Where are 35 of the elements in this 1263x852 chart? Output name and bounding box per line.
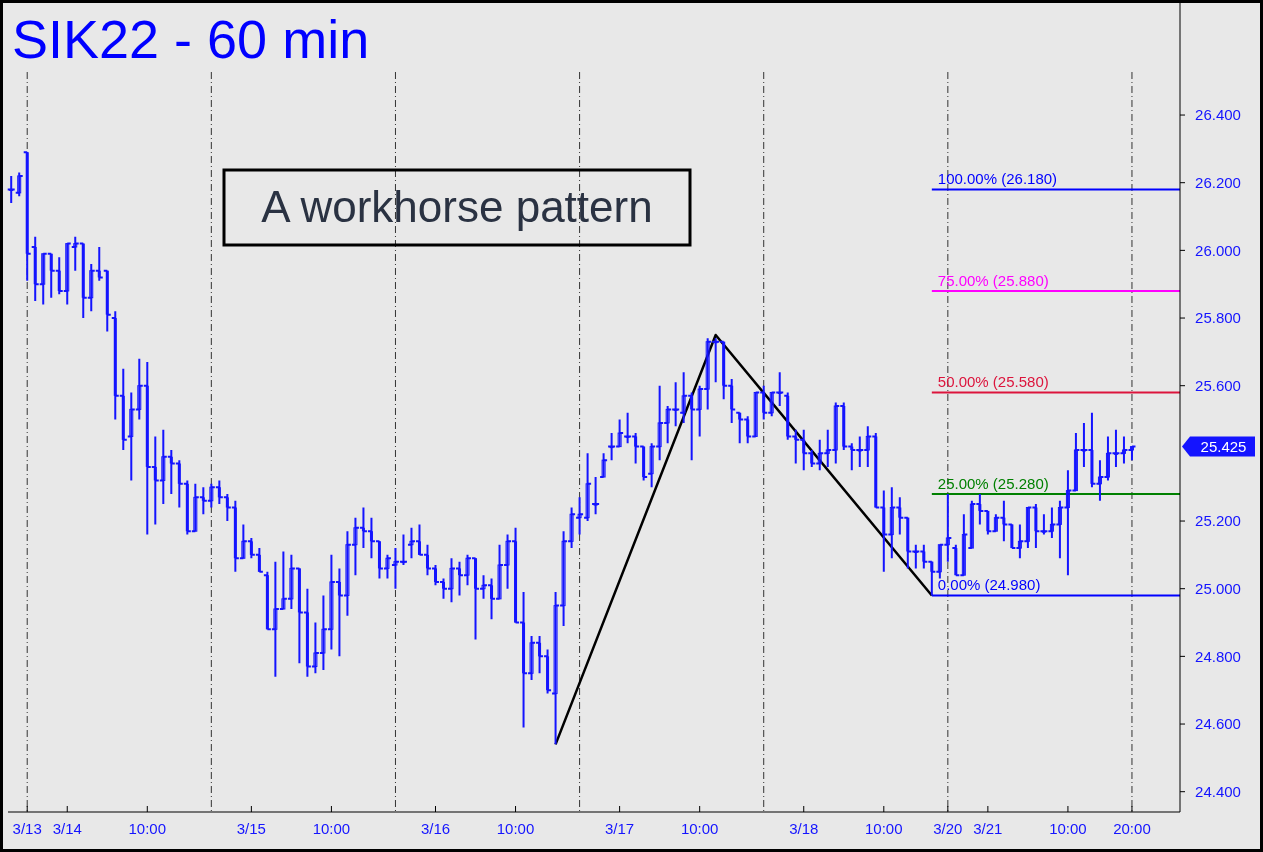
y-tick-label: 26.400 [1195, 106, 1241, 124]
y-tick-label: 25.000 [1195, 579, 1241, 597]
ref-line-label: 75.00% (25.880) [937, 271, 1049, 289]
candlestick [1010, 523, 1014, 550]
y-tick-label: 25.600 [1195, 376, 1241, 394]
ref-line-label: 0.00% (24.980) [937, 576, 1041, 594]
ref-line-label: 50.00% (25.580) [937, 373, 1049, 391]
x-tick-label: 10:00 [496, 820, 535, 837]
y-tick-label: 24.400 [1195, 782, 1241, 800]
x-tick-label: 10:00 [680, 820, 719, 837]
x-tick-label: 10:00 [1049, 820, 1087, 837]
y-tick-label: 26.000 [1195, 241, 1241, 259]
ref-line-label: 25.00% (25.280) [937, 474, 1049, 492]
y-tick-label: 26.200 [1195, 173, 1241, 191]
text: 25.425 [1200, 437, 1247, 455]
ref-line-label: 100.00% (26.180) [937, 170, 1058, 188]
chart-title: SIK22 - 60 min [12, 9, 370, 69]
x-tick-label: 3/20 [933, 820, 963, 837]
x-tick-label: 10:00 [312, 820, 351, 837]
x-tick-label: 3/21 [973, 820, 1003, 837]
x-tick-label: 3/18 [789, 820, 819, 837]
y-tick-label: 24.800 [1195, 647, 1241, 665]
x-tick-label: 10:00 [865, 820, 903, 837]
y-tick-label: 25.200 [1195, 512, 1241, 530]
x-tick-label: 3/15 [236, 820, 266, 837]
x-tick-label: 3/17 [605, 820, 635, 837]
y-tick-label: 24.600 [1195, 715, 1241, 733]
x-tick-label: 20:00 [1113, 820, 1151, 837]
x-tick-label: 3/14 [52, 820, 82, 837]
annotation: A workhorse pattern [261, 182, 653, 231]
x-tick-label: 10:00 [128, 820, 167, 837]
y-tick-label: 25.800 [1195, 309, 1241, 327]
x-tick-label: 3/16 [420, 820, 451, 837]
candlestick [449, 557, 454, 604]
x-tick-label: 3/13 [12, 820, 42, 837]
